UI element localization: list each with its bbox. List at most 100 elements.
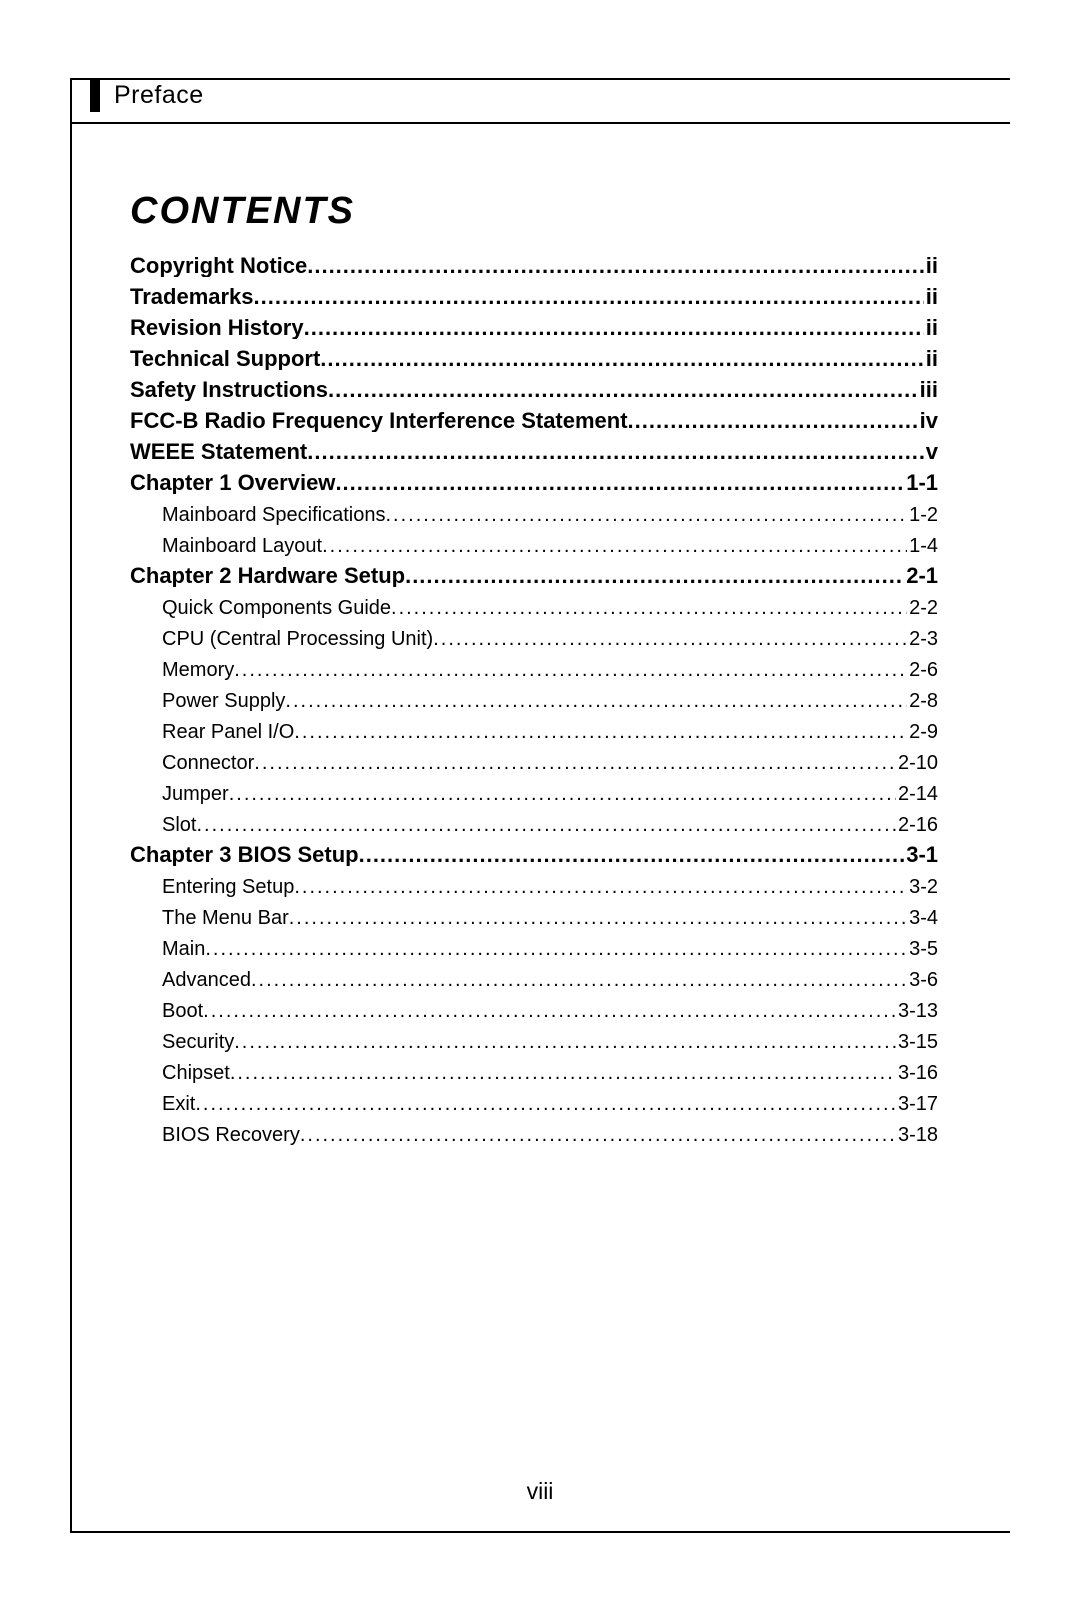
toc-leader-dots [391, 598, 907, 618]
toc-page: ii [924, 317, 938, 339]
toc-label: Mainboard Specifications [162, 505, 385, 525]
toc-leader-dots [294, 722, 907, 742]
toc-leader-dots [229, 784, 896, 804]
toc-page: v [924, 441, 938, 463]
toc-leader-dots [234, 1032, 896, 1052]
toc-page: 2-14 [896, 784, 938, 804]
toc-page: 2-2 [907, 598, 938, 618]
toc-label: Jumper [162, 784, 229, 804]
toc-label: FCC-B Radio Frequency Interference State… [130, 410, 628, 432]
toc-entry: Revision History ii [130, 317, 938, 339]
toc-leader-dots [300, 1125, 896, 1145]
toc-page: 3-17 [896, 1094, 938, 1114]
toc-page: 3-15 [896, 1032, 938, 1052]
toc-entry: Jumper 2-14 [130, 784, 938, 804]
toc-leader-dots [307, 441, 923, 463]
toc-entry: Advanced 3-6 [130, 970, 938, 990]
toc-entry: Boot 3-13 [130, 1001, 938, 1021]
toc-entry: Entering Setup 3-2 [130, 877, 938, 897]
toc-label: Main [162, 939, 205, 959]
table-of-contents: Copyright NoticeiiTrademarks iiRevision … [130, 255, 938, 1145]
toc-entry: BIOS Recovery 3-18 [130, 1125, 938, 1145]
toc-entry: Slot 2-16 [130, 815, 938, 835]
content-area: CONTENTS Copyright NoticeiiTrademarks ii… [130, 190, 938, 1145]
toc-label: Mainboard Layout [162, 536, 322, 556]
toc-entry: Technical Support ii [130, 348, 938, 370]
toc-label: Entering Setup [162, 877, 294, 897]
toc-entry: Connector 2-10 [130, 753, 938, 773]
toc-page: ii [924, 255, 938, 277]
toc-entry: Chapter 1 Overview1-1 [130, 472, 938, 494]
toc-label: Revision History [130, 317, 304, 339]
page-number: viii [0, 1478, 1080, 1505]
toc-page: 2-8 [907, 691, 938, 711]
toc-page: 3-1 [904, 844, 938, 866]
toc-entry: Chipset 3-16 [130, 1063, 938, 1083]
toc-leader-dots [195, 1094, 896, 1114]
toc-leader-dots [254, 753, 896, 773]
toc-page: iv [918, 410, 938, 432]
toc-page: iii [918, 379, 938, 401]
toc-page: 1-1 [904, 472, 938, 494]
toc-entry: Chapter 3 BIOS Setup 3-1 [130, 844, 938, 866]
toc-leader-dots [320, 348, 923, 370]
toc-leader-dots [251, 970, 907, 990]
toc-page: ii [924, 286, 938, 308]
toc-entry: Security 3-15 [130, 1032, 938, 1052]
toc-page: 3-16 [896, 1063, 938, 1083]
toc-leader-dots [307, 255, 924, 277]
toc-entry: Mainboard Layout 1-4 [130, 536, 938, 556]
toc-entry: CPU (Central Processing Unit) 2-3 [130, 629, 938, 649]
toc-entry: Main 3-5 [130, 939, 938, 959]
toc-entry: Trademarks ii [130, 286, 938, 308]
toc-label: Connector [162, 753, 254, 773]
toc-label: Quick Components Guide [162, 598, 391, 618]
toc-leader-dots [196, 815, 896, 835]
toc-entry: FCC-B Radio Frequency Interference State… [130, 410, 938, 432]
toc-label: Chapter 2 Hardware Setup [130, 565, 405, 587]
toc-page: ii [924, 348, 938, 370]
toc-page: 2-3 [907, 629, 938, 649]
toc-page: 1-2 [907, 505, 938, 525]
toc-entry: Memory 2-6 [130, 660, 938, 680]
toc-entry: Mainboard Specifications 1-2 [130, 505, 938, 525]
toc-page: 3-2 [907, 877, 938, 897]
toc-entry: The Menu Bar 3-4 [130, 908, 938, 928]
toc-leader-dots [294, 877, 907, 897]
toc-label: Memory [162, 660, 234, 680]
toc-leader-dots [385, 505, 907, 525]
toc-label: Chapter 3 BIOS Setup [130, 844, 359, 866]
toc-entry: Rear Panel I/O 2-9 [130, 722, 938, 742]
toc-entry: Power Supply 2-8 [130, 691, 938, 711]
toc-label: Safety Instructions [130, 379, 328, 401]
toc-entry: Copyright Notice ii [130, 255, 938, 277]
toc-page: 1-4 [907, 536, 938, 556]
toc-page: 2-16 [896, 815, 938, 835]
toc-leader-dots [205, 939, 907, 959]
toc-page: 3-6 [907, 970, 938, 990]
toc-label: Boot [162, 1001, 203, 1021]
toc-label: BIOS Recovery [162, 1125, 300, 1145]
toc-leader-dots [304, 317, 924, 339]
toc-label: Power Supply [162, 691, 285, 711]
toc-leader-dots [230, 1063, 896, 1083]
toc-page: 3-13 [896, 1001, 938, 1021]
toc-page: 3-4 [907, 908, 938, 928]
toc-leader-dots [289, 908, 907, 928]
toc-leader-dots [203, 1001, 896, 1021]
toc-label: Slot [162, 815, 196, 835]
toc-entry: Chapter 2 Hardware Setup2-1 [130, 565, 938, 587]
toc-page: 3-5 [907, 939, 938, 959]
toc-page: 2-10 [896, 753, 938, 773]
toc-label: Advanced [162, 970, 251, 990]
toc-label: Copyright Notice [130, 255, 307, 277]
toc-label: Chipset [162, 1063, 230, 1083]
page-header: Preface [90, 78, 1010, 112]
toc-label: Technical Support [130, 348, 320, 370]
toc-label: Rear Panel I/O [162, 722, 294, 742]
header-accent-bar [90, 78, 100, 112]
toc-leader-dots [254, 286, 924, 308]
toc-entry: Quick Components Guide 2-2 [130, 598, 938, 618]
toc-label: CPU (Central Processing Unit) [162, 629, 433, 649]
header-divider [72, 122, 1010, 124]
